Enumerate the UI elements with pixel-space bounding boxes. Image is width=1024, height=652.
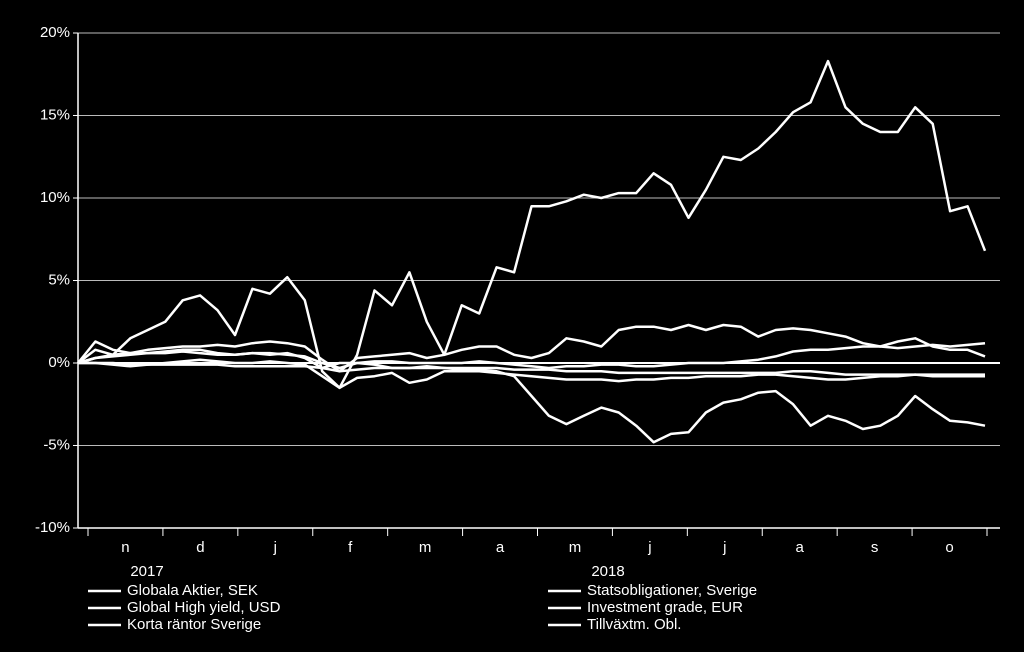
x-tick-label: j [647, 539, 651, 556]
line-series [77, 348, 986, 444]
legend-label: Tillväxtm. Obl. [587, 616, 681, 633]
x-tick-label: a [796, 539, 805, 556]
x-tick-label: j [273, 539, 277, 556]
year-label: 2018 [591, 563, 624, 580]
year-label: 2017 [130, 563, 163, 580]
x-tick-label: n [121, 539, 129, 556]
legend-label: Korta räntor Sverige [127, 616, 261, 633]
x-tick-label: f [348, 539, 353, 556]
legend-label: Global High yield, USD [127, 599, 281, 616]
y-tick-label: 15% [40, 106, 70, 123]
x-tick-label: m [569, 539, 582, 556]
line-series [77, 323, 986, 373]
x-tick-label: o [945, 539, 953, 556]
x-tick-label: s [871, 539, 879, 556]
legend-label: Statsobligationer, Sverige [587, 582, 757, 599]
y-tick-label: -10% [35, 519, 70, 536]
y-tick-label: 20% [40, 24, 70, 41]
x-tick-label: a [496, 539, 505, 556]
line-series [78, 358, 985, 390]
y-tick-label: 5% [48, 271, 70, 288]
line-series [78, 361, 985, 376]
legend-label: Globala Aktier, SEK [127, 582, 258, 599]
line-series [77, 59, 987, 390]
legend-label: Investment grade, EUR [587, 599, 743, 616]
x-tick-label: m [419, 539, 432, 556]
y-tick-label: -5% [43, 436, 70, 453]
x-tick-label: j [722, 539, 726, 556]
y-tick-label: 10% [40, 189, 70, 206]
x-tick-label: d [196, 539, 204, 556]
y-tick-label: 0% [48, 354, 70, 371]
